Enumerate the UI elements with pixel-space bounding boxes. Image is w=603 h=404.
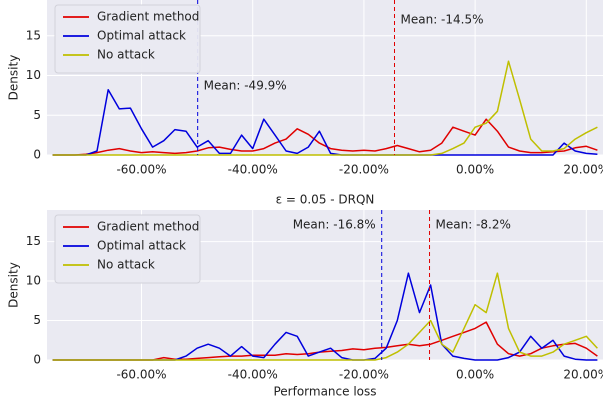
x-tick-label: -60.00% xyxy=(116,163,166,177)
y-tick-label: 0 xyxy=(33,148,41,162)
legend-label: Gradient method xyxy=(97,10,199,24)
x-tick-label: -20.00% xyxy=(339,368,389,382)
mean-label: Mean: -8.2% xyxy=(436,218,511,232)
x-tick-label: -40.00% xyxy=(228,368,278,382)
x-tick-label: -20.00% xyxy=(339,163,389,177)
x-tick-label: 20.00% xyxy=(563,368,603,382)
y-tick-label: 5 xyxy=(33,108,41,122)
mean-label: Mean: -49.9% xyxy=(204,79,287,93)
chart-title: ε = 0.05 - DRQN xyxy=(276,193,375,207)
legend: Gradient method Optimal attack No attack xyxy=(54,214,201,284)
legend-label: No attack xyxy=(97,258,155,272)
legend-label: Gradient method xyxy=(97,220,199,234)
series-line xyxy=(52,60,598,156)
y-tick-label: 10 xyxy=(26,274,41,288)
mean-label: Mean: -16.8% xyxy=(293,218,376,232)
y-tick-label: 0 xyxy=(33,353,41,367)
legend-box xyxy=(54,214,201,284)
x-tick-label: -40.00% xyxy=(228,163,278,177)
x-tick-label: 0.00% xyxy=(456,368,494,382)
y-axis-label: Density xyxy=(7,55,21,101)
series-line xyxy=(52,272,598,361)
legend-label: No attack xyxy=(97,48,155,62)
y-tick-label: 5 xyxy=(33,313,41,327)
legend-label: Optimal attack xyxy=(97,29,186,43)
x-tick-label: -60.00% xyxy=(116,368,166,382)
y-axis-label: Density xyxy=(7,262,21,308)
x-tick-label: 0.00% xyxy=(456,163,494,177)
series-line xyxy=(52,118,598,156)
y-tick-label: 15 xyxy=(26,28,41,42)
legend-label: Optimal attack xyxy=(97,239,186,253)
series-line xyxy=(52,89,598,156)
x-tick-label: 20.00% xyxy=(563,163,603,177)
legend: Gradient method Optimal attack No attack xyxy=(54,4,201,74)
legend-box xyxy=(54,4,201,74)
x-axis-label: Performance loss xyxy=(273,385,376,399)
mean-label: Mean: -14.5% xyxy=(401,13,484,27)
y-tick-label: 15 xyxy=(26,234,41,248)
y-tick-label: 10 xyxy=(26,68,41,82)
